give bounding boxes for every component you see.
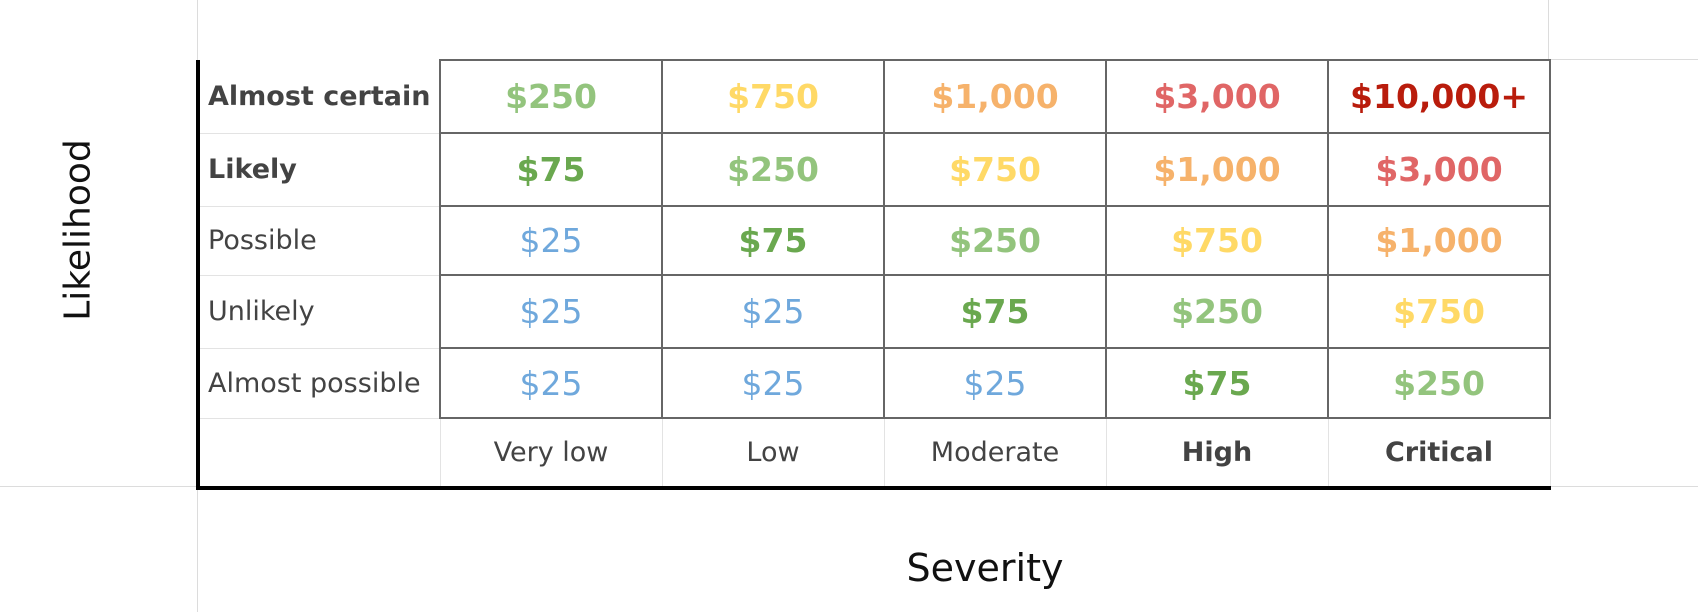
column-label: Critical <box>1327 418 1551 490</box>
column-label: High <box>1105 418 1329 490</box>
value-cell: $1,000 <box>1327 205 1551 276</box>
risk-matrix: Almost certain $250 $750 $1,000 $3,000 $10,00… <box>196 59 1551 490</box>
matrix-row: Almost possible $25 $25 $25 $75 $250 <box>196 347 1551 419</box>
row-label: Unlikely <box>196 275 440 349</box>
value-cell: $1,000 <box>1105 132 1329 207</box>
value-cell: $75 <box>439 132 663 207</box>
value-cell: $3,000 <box>1105 59 1329 134</box>
corner-cell <box>196 418 440 490</box>
value-cell: $750 <box>1327 274 1551 349</box>
y-axis-title: Likelihood <box>57 139 99 321</box>
value-cell: $750 <box>883 132 1107 207</box>
column-label: Very low <box>439 418 663 490</box>
value-cell: $250 <box>883 205 1107 276</box>
value-cell: $250 <box>1327 347 1551 419</box>
sheet-gridline <box>1548 59 1698 60</box>
matrix-row: Almost certain $250 $750 $1,000 $3,000 $10,00… <box>196 59 1551 134</box>
column-label: Low <box>661 418 885 490</box>
value-cell: $250 <box>1105 274 1329 349</box>
severity-axis-row: Very low Low Moderate High Critical <box>196 418 1551 490</box>
value-cell: $3,000 <box>1327 132 1551 207</box>
row-label: Likely <box>196 133 440 207</box>
row-label: Possible <box>196 206 440 276</box>
value-cell: $25 <box>661 274 885 349</box>
value-cell: $750 <box>661 59 885 134</box>
value-cell: $25 <box>883 347 1107 419</box>
value-cell: $25 <box>439 347 663 419</box>
value-cell: $25 <box>661 347 885 419</box>
value-cell: $25 <box>439 205 663 276</box>
value-cell: $10,000+ <box>1327 59 1551 134</box>
value-cell: $75 <box>1105 347 1329 419</box>
row-label: Almost certain <box>196 60 440 134</box>
value-cell: $250 <box>661 132 885 207</box>
matrix-row: Possible $25 $75 $250 $750 $1,000 <box>196 205 1551 276</box>
matrix-row: Likely $75 $250 $750 $1,000 $3,000 <box>196 132 1551 207</box>
value-cell: $75 <box>661 205 885 276</box>
value-cell: $750 <box>1105 205 1329 276</box>
matrix-row: Unlikely $25 $25 $75 $250 $750 <box>196 274 1551 349</box>
row-label: Almost possible <box>196 348 440 419</box>
sheet-gridline <box>0 486 197 487</box>
sheet-gridline <box>1548 486 1698 487</box>
value-cell: $1,000 <box>883 59 1107 134</box>
sheet-gridline <box>1548 0 1549 60</box>
value-cell: $25 <box>439 274 663 349</box>
value-cell: $250 <box>439 59 663 134</box>
value-cell: $75 <box>883 274 1107 349</box>
column-label: Moderate <box>883 418 1107 490</box>
x-axis-title: Severity <box>906 546 1064 590</box>
